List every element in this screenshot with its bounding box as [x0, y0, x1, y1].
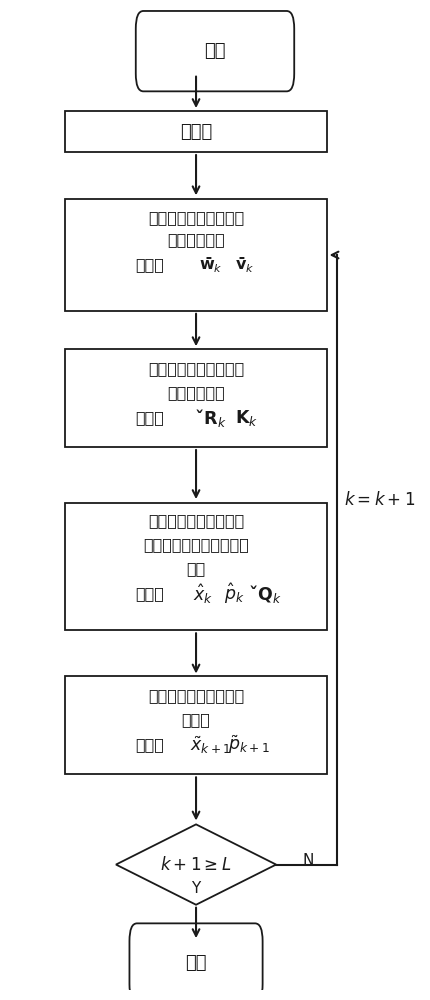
Text: 更新：: 更新：: [135, 738, 164, 752]
Text: 计算：: 计算：: [135, 587, 164, 602]
Bar: [65, 199, 327, 311]
Bar: [65, 503, 327, 630]
Text: 计算量测噪声协方差和: 计算量测噪声协方差和: [148, 361, 244, 376]
Text: Y: Y: [191, 881, 201, 896]
Bar: [65, 676, 327, 774]
Text: $\mathbf{\bar{w}}_k$: $\mathbf{\bar{w}}_k$: [199, 255, 223, 275]
Text: $\tilde{x}_{k+1}$: $\tilde{x}_{k+1}$: [190, 734, 231, 756]
Text: $\mathbf{K}_k$: $\mathbf{K}_k$: [235, 408, 258, 428]
Text: 计算：: 计算：: [135, 410, 164, 425]
Text: $\mathbf{\check{R}}_k$: $\mathbf{\check{R}}_k$: [196, 407, 226, 429]
Text: N: N: [302, 853, 313, 868]
Text: 计算状态估计值和估计: 计算状态估计值和估计: [148, 513, 244, 528]
Text: 初始化: 初始化: [180, 123, 212, 141]
Text: 对系统噪声和量测噪声: 对系统噪声和量测噪声: [148, 210, 244, 225]
FancyBboxPatch shape: [136, 11, 294, 91]
Text: $k = k+1$: $k = k+1$: [344, 491, 415, 509]
Text: 更新预测值和预测误差: 更新预测值和预测误差: [148, 688, 244, 704]
Text: 进行近似处理: 进行近似处理: [167, 232, 225, 247]
Text: $\mathbf{\check{Q}}_k$: $\mathbf{\check{Q}}_k$: [249, 583, 282, 605]
Text: 入口: 入口: [204, 42, 226, 60]
FancyBboxPatch shape: [129, 923, 263, 1000]
Text: 最优滤波增益: 最优滤波增益: [167, 385, 225, 400]
Bar: [65, 349, 327, 447]
Text: 误差协方差及系统噪声协: 误差协方差及系统噪声协: [143, 538, 249, 553]
Text: $k+1 \geq L$: $k+1 \geq L$: [160, 856, 232, 874]
Text: 方差: 方差: [187, 561, 206, 576]
Polygon shape: [116, 824, 276, 905]
Text: 协方差: 协方差: [181, 712, 210, 727]
Text: $\hat{p}_k$: $\hat{p}_k$: [224, 582, 244, 606]
Text: 出口: 出口: [185, 954, 207, 972]
Text: $\tilde{p}_{k+1}$: $\tilde{p}_{k+1}$: [228, 734, 270, 756]
Text: $\hat{x}_k$: $\hat{x}_k$: [193, 582, 213, 606]
Text: $\mathbf{\bar{v}}_k$: $\mathbf{\bar{v}}_k$: [235, 255, 254, 275]
Text: 处理：: 处理：: [135, 257, 164, 272]
Bar: [65, 111, 327, 152]
